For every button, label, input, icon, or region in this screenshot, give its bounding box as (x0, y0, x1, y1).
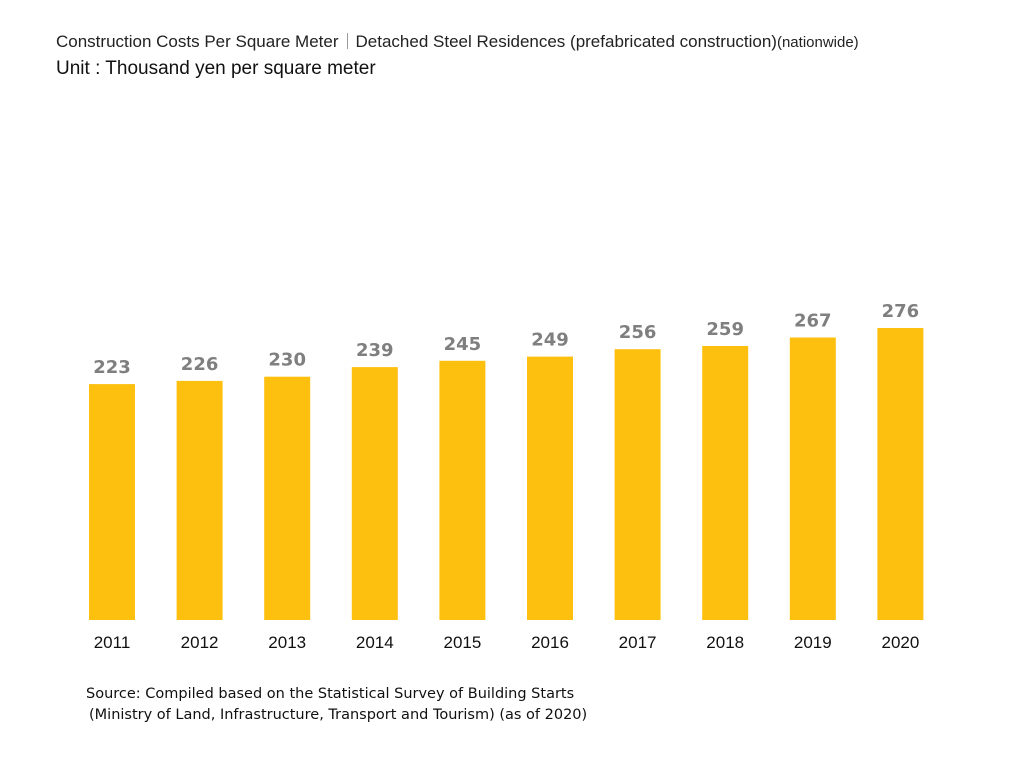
x-tick-label-2012: 2012 (181, 633, 219, 652)
chart-title-main: Construction Costs Per Square Meter (56, 32, 339, 51)
bar-2019 (789, 337, 836, 620)
x-tick-label-2015: 2015 (443, 633, 481, 652)
title-separator (346, 33, 348, 49)
chart-title: Construction Costs Per Square Meter Detac… (56, 32, 859, 52)
chart-title-sub: Detached Steel Residences (prefabricated… (355, 32, 777, 51)
bar-2011 (89, 384, 135, 620)
x-tick-label-2013: 2013 (268, 633, 306, 652)
data-label-2011: 223 (93, 357, 131, 378)
x-tick-label-2017: 2017 (619, 633, 657, 652)
bar-2014 (351, 367, 398, 620)
data-label-2016: 249 (531, 330, 569, 351)
chart-title-suffix: (nationwide) (776, 34, 859, 51)
data-label-2014: 239 (356, 340, 394, 361)
unit-label: Unit : Thousand yen per square meter (56, 58, 376, 79)
bar-2018 (702, 346, 749, 620)
bar-2015 (439, 360, 486, 620)
source-line-1: Source: Compiled based on the Statistica… (86, 686, 575, 702)
source-line-2: (Ministry of Land, Infrastructure, Trans… (89, 707, 588, 723)
bar-2012 (176, 380, 223, 620)
x-tick-label-2014: 2014 (356, 633, 394, 652)
data-label-2013: 230 (268, 350, 306, 371)
data-label-2019: 267 (794, 311, 832, 332)
x-tick-label-2016: 2016 (531, 633, 569, 652)
bar-2013 (264, 376, 311, 620)
x-tick-label-2011: 2011 (94, 633, 131, 652)
bar-2016 (527, 356, 573, 620)
data-label-2015: 245 (444, 334, 482, 355)
source-note: Source: Compiled based on the Statistica… (86, 684, 587, 726)
data-label-2012: 226 (181, 354, 219, 375)
x-tick-label-2018: 2018 (706, 633, 744, 652)
bar-2017 (614, 349, 661, 620)
bar-2020 (877, 328, 924, 620)
x-tick-label-2019: 2019 (794, 633, 832, 652)
data-label-2017: 256 (619, 322, 657, 343)
x-tick-label-2020: 2020 (881, 633, 919, 652)
data-label-2018: 259 (706, 319, 744, 340)
data-label-2020: 276 (882, 301, 920, 322)
